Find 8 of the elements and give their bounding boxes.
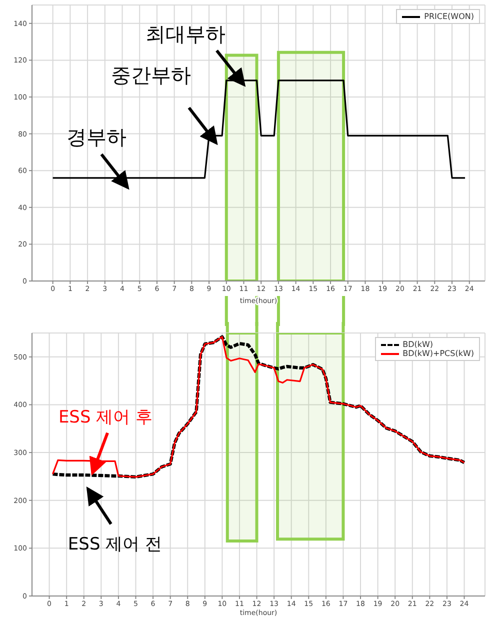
- annotation: 경부하: [66, 124, 126, 149]
- annotation: ESS 제어 후: [58, 407, 153, 428]
- legend-label: PRICE(WON): [424, 12, 474, 21]
- legend-label: BD(kW): [402, 340, 434, 349]
- annotation: 중간부하: [110, 63, 191, 88]
- annotation: ESS 제어 전: [68, 534, 162, 555]
- annotation: 최대부하: [146, 22, 226, 46]
- legend-label: BD(kW)+PCS(kW): [402, 349, 474, 358]
